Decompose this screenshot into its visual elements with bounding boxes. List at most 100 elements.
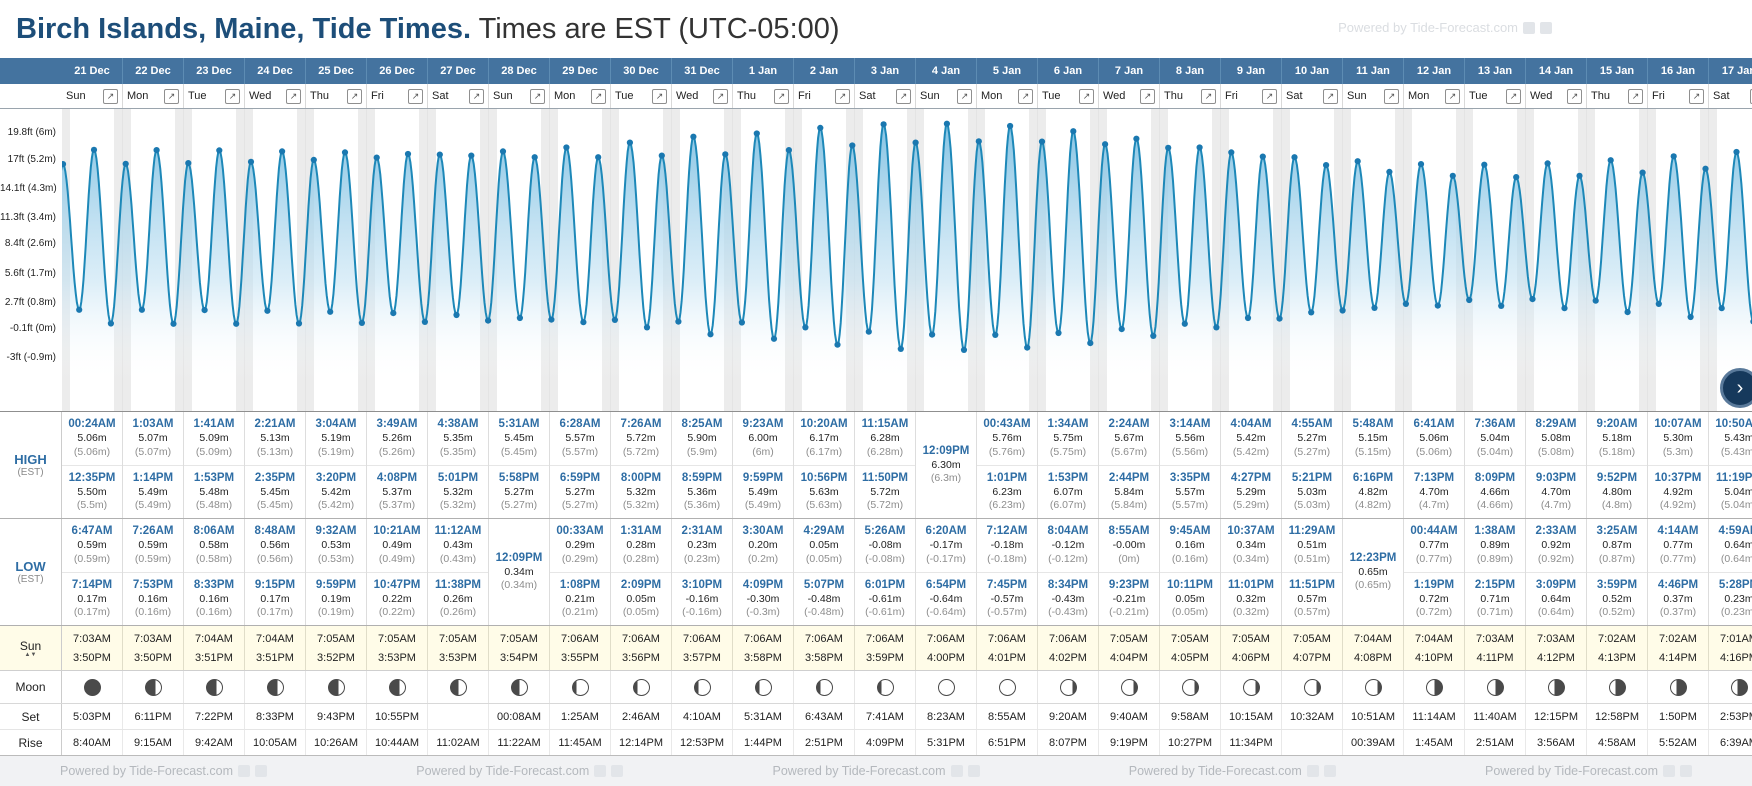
date-header-cell[interactable]: 2 Jan (794, 58, 855, 84)
expand-day-icon[interactable]: ↗ (1384, 88, 1399, 104)
tide-height-paren: (5.67m) (1110, 445, 1148, 458)
date-header-cell[interactable]: 21 Dec (62, 58, 123, 84)
date-header-cell[interactable]: 3 Jan (855, 58, 916, 84)
tide-extreme-point (279, 148, 286, 155)
expand-day-icon[interactable]: ↗ (1628, 88, 1643, 104)
date-header-cell[interactable]: 31 Dec (672, 58, 733, 84)
tide-extreme-point (595, 154, 602, 161)
sunset-time: 3:51PM (256, 651, 294, 664)
date-header-cell[interactable]: 27 Dec (428, 58, 489, 84)
tide-height-paren: (4.82m) (1354, 499, 1392, 512)
expand-day-icon[interactable]: ↗ (1018, 88, 1033, 104)
tide-time: 11:51PM (1288, 578, 1336, 591)
date-header-cell[interactable]: 23 Dec (184, 58, 245, 84)
high-tide-column: 5:48AM 5.15m (5.15m) 6:16PM 4.82m (4.82m) (1343, 412, 1404, 518)
tide-height-m: 0.52m (1602, 592, 1632, 605)
expand-day-icon[interactable]: ↗ (1079, 88, 1094, 104)
expand-day-icon[interactable]: ↗ (835, 88, 850, 104)
sunset-time: 3:55PM (561, 651, 599, 664)
expand-day-icon[interactable]: ↗ (469, 88, 484, 104)
high-tide-column: 00:43AM 5.76m (5.76m) 1:01PM 6.23m (6.23m) (977, 412, 1038, 518)
high-tide-entry: 5:31AM 5.45m (5.45m) (489, 412, 549, 465)
date-header-cell[interactable]: 12 Jan (1404, 58, 1465, 84)
expand-day-icon[interactable]: ↗ (225, 88, 240, 104)
tide-height-m: 0.21m (565, 592, 595, 605)
date-header-cell[interactable]: 5 Jan (977, 58, 1038, 84)
tide-height-m: 0.22m (382, 592, 412, 605)
expand-day-icon[interactable]: ↗ (1567, 88, 1582, 104)
moon-cell (1709, 671, 1752, 703)
tide-height-m: 4.82m (1358, 485, 1388, 498)
date-header-cell[interactable]: 10 Jan (1282, 58, 1343, 84)
tide-height-paren: (0.05m) (805, 552, 843, 565)
tide-height-m: 5.84m (1114, 485, 1144, 498)
sunset-time: 3:53PM (378, 651, 416, 664)
sun-times-cell: 7:03AM 3:50PM (123, 626, 184, 670)
date-header-cell[interactable]: 13 Jan (1465, 58, 1526, 84)
expand-day-icon[interactable]: ↗ (530, 88, 545, 104)
moon-phase-icon (1608, 678, 1626, 696)
moon-cell (1404, 671, 1465, 703)
tide-height-paren: (5.36m) (683, 499, 721, 512)
tide-time: 9:15PM (254, 578, 296, 591)
expand-day-icon[interactable]: ↗ (774, 88, 789, 104)
tide-height-paren: (5.9m) (686, 445, 718, 458)
low-tide-column: 12:09PM 0.34m (0.34m) (489, 519, 550, 625)
date-header-cell[interactable]: 29 Dec (550, 58, 611, 84)
high-tide-column: 1:34AM 5.75m (5.75m) 1:53PM 6.07m (6.07m) (1038, 412, 1099, 518)
date-header-cell[interactable]: 8 Jan (1160, 58, 1221, 84)
expand-day-icon[interactable]: ↗ (1262, 88, 1277, 104)
expand-day-icon[interactable]: ↗ (103, 88, 118, 104)
date-header-cell[interactable]: 24 Dec (245, 58, 306, 84)
date-header-cell[interactable]: 11 Jan (1343, 58, 1404, 84)
footer-watermark-text: Powered by Tide-Forecast.com (60, 764, 233, 778)
date-header-cell[interactable]: 25 Dec (306, 58, 367, 84)
tide-time: 00:24AM (68, 418, 116, 431)
weekday-label: Fri (371, 90, 384, 102)
date-header-cell[interactable]: 7 Jan (1099, 58, 1160, 84)
expand-day-icon[interactable]: ↗ (1445, 88, 1460, 104)
date-header-cell[interactable]: 26 Dec (367, 58, 428, 84)
moon-cell (1099, 671, 1160, 703)
tide-time: 9:52PM (1596, 471, 1638, 484)
tide-time: 6:59PM (559, 471, 601, 484)
expand-day-icon[interactable]: ↗ (652, 88, 667, 104)
moonrise-time: 10:26AM (306, 730, 367, 755)
date-header-cell[interactable]: 4 Jan (916, 58, 977, 84)
low-tide-column: 8:04AM -0.12m (-0.12m) 8:34PM -0.43m (-0.43m) (1038, 519, 1099, 625)
expand-day-icon[interactable]: ↗ (591, 88, 606, 104)
date-header-cell[interactable]: 15 Jan (1587, 58, 1648, 84)
expand-day-icon[interactable]: ↗ (1201, 88, 1216, 104)
expand-day-icon[interactable]: ↗ (1140, 88, 1155, 104)
expand-day-icon[interactable]: ↗ (347, 88, 362, 104)
date-header-cell[interactable]: 30 Dec (611, 58, 672, 84)
tide-time: 6:28AM (559, 418, 601, 431)
moon-phase-icon (693, 678, 711, 696)
scroll-right-button[interactable]: › (1720, 368, 1752, 408)
date-header-cell[interactable]: 1 Jan (733, 58, 794, 84)
expand-day-icon[interactable]: ↗ (1689, 88, 1704, 104)
y-axis-label: 2.7ft (0.8m) (4, 296, 56, 308)
expand-day-icon[interactable]: ↗ (1506, 88, 1521, 104)
expand-day-icon[interactable]: ↗ (408, 88, 423, 104)
sunset-time: 4:07PM (1293, 651, 1331, 664)
date-header-cell[interactable]: 9 Jan (1221, 58, 1282, 84)
high-tide-entry: 9:23AM 6.00m (6m) (733, 412, 793, 465)
expand-day-icon[interactable]: ↗ (957, 88, 972, 104)
date-header-cell[interactable]: 17 Jan (1709, 58, 1752, 84)
expand-day-icon[interactable]: ↗ (1323, 88, 1338, 104)
expand-day-icon[interactable]: ↗ (713, 88, 728, 104)
tide-height-paren: (0.16m) (1171, 552, 1209, 565)
tide-time: 5:31AM (498, 418, 540, 431)
date-header-cell[interactable]: 22 Dec (123, 58, 184, 84)
expand-day-icon[interactable]: ↗ (896, 88, 911, 104)
date-header-cell[interactable]: 16 Jan (1648, 58, 1709, 84)
date-header-cell[interactable]: 14 Jan (1526, 58, 1587, 84)
expand-day-icon[interactable]: ↗ (164, 88, 179, 104)
tide-extreme-point (1544, 160, 1551, 167)
date-header-cell[interactable]: 28 Dec (489, 58, 550, 84)
expand-day-icon[interactable]: ↗ (1750, 88, 1752, 104)
expand-day-icon[interactable]: ↗ (286, 88, 301, 104)
date-header-cell[interactable]: 6 Jan (1038, 58, 1099, 84)
tide-extreme-point (1561, 305, 1568, 312)
